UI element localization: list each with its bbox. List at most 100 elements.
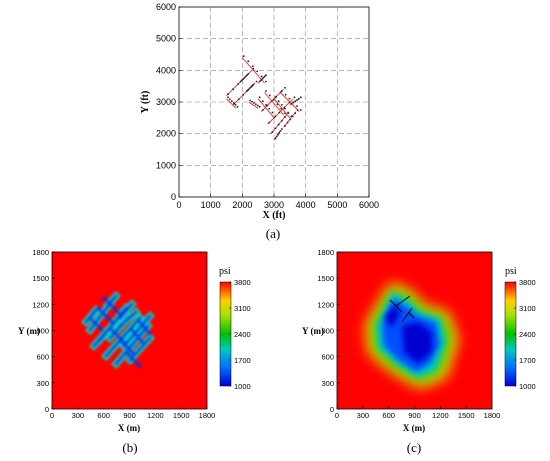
fracture-node xyxy=(278,111,281,114)
fracture-node xyxy=(274,127,277,130)
fracture-node xyxy=(253,102,255,104)
fracture-node xyxy=(247,60,250,63)
panel-b-x-tick-label: 1500 xyxy=(173,411,190,420)
fracture-node xyxy=(286,121,289,124)
panel-c-y-tick-label: 300 xyxy=(321,379,334,388)
panel-b-colorbar-tick-label: 3100 xyxy=(234,304,251,313)
panel-a-y-tick-label: 3000 xyxy=(156,97,176,107)
panel-c-y-tick-label: 1500 xyxy=(317,274,334,283)
panel-b-x-axis-label: X (m) xyxy=(118,423,140,433)
panel-a-plot-area xyxy=(178,6,370,198)
fracture-node xyxy=(248,87,251,90)
fracture-node xyxy=(251,65,254,68)
fracture-node xyxy=(265,90,267,92)
panel-a-y-tick-label: 1000 xyxy=(156,160,176,170)
panel-b-colorbar-ticks: 3800 3100 2400 1700 1000 xyxy=(229,278,251,391)
fracture-node xyxy=(242,55,245,58)
fracture-node xyxy=(290,102,293,105)
panel-c-x-tick-label: 1800 xyxy=(484,411,501,420)
fracture-node xyxy=(268,94,271,97)
fracture-node xyxy=(234,104,237,106)
panel-c-x-tick-label: 300 xyxy=(357,411,370,420)
fracture-node xyxy=(279,130,282,132)
fracture-segment xyxy=(241,57,265,84)
panel-a-x-tick-label: 6000 xyxy=(359,200,379,210)
fracture-node xyxy=(268,121,271,124)
fracture-node xyxy=(239,80,242,83)
panel-b-x-tick-label: 1800 xyxy=(199,411,216,420)
fracture-node xyxy=(255,80,258,83)
fracture-node xyxy=(287,112,290,115)
panel-c-x-tick-label: 900 xyxy=(408,411,421,420)
panel-c-y-tick-label: 0 xyxy=(330,405,334,414)
fracture-node xyxy=(251,85,253,87)
panel-a-y-tick-label: 5000 xyxy=(156,34,176,44)
panel-c-colorbar-unit: psi xyxy=(505,266,517,277)
fracture-segment xyxy=(264,92,284,115)
fracture-segment xyxy=(257,98,275,119)
fracture-node xyxy=(232,88,234,90)
fracture-node xyxy=(261,100,264,103)
fracture-node xyxy=(252,83,255,86)
fracture-node xyxy=(229,98,231,101)
fracture-node xyxy=(242,78,245,80)
fracture-node xyxy=(274,137,277,140)
panel-b-colorbar-tick-label: 1700 xyxy=(234,356,251,365)
fracture-segment xyxy=(226,98,237,109)
fracture-node xyxy=(277,133,279,136)
fracture-segment xyxy=(273,98,291,119)
fracture-node xyxy=(232,102,235,104)
panel-c-y-axis-label: Y (m) xyxy=(302,326,324,336)
panel-a-fractures xyxy=(226,55,302,141)
fracture-node xyxy=(271,111,274,114)
fracture-node xyxy=(293,96,296,99)
panel-a-y-tick-label: 4000 xyxy=(156,65,176,75)
fracture-node xyxy=(268,107,271,110)
fracture-node xyxy=(246,90,248,92)
panel-b-x-tick-label: 600 xyxy=(97,411,110,420)
fracture-node xyxy=(296,105,298,108)
fracture-node xyxy=(262,76,265,79)
panel-a-x-tick-label: 5000 xyxy=(327,200,347,210)
fracture-node xyxy=(258,96,261,99)
fracture-node xyxy=(258,105,261,108)
panel-c-y-tick-label: 900 xyxy=(321,327,334,336)
fracture-node xyxy=(291,115,294,118)
fracture-node xyxy=(241,79,243,82)
fracture-node xyxy=(284,86,286,89)
panel-a-x-tick-label: 2000 xyxy=(232,200,252,210)
panel-a-x-tick-label: 1000 xyxy=(201,200,221,210)
fracture-node xyxy=(277,123,280,126)
fracture-node xyxy=(284,93,287,96)
panel-b-x-tick-label: 900 xyxy=(123,411,136,420)
fracture-node xyxy=(249,86,252,89)
panel-b-colorbar-tick-label: 3800 xyxy=(234,278,251,287)
fracture-node xyxy=(292,101,295,104)
panel-c-x-axis-label: X (m) xyxy=(403,423,425,433)
fracture-node xyxy=(244,75,247,78)
fracture-node xyxy=(284,124,286,127)
fracture-node xyxy=(254,103,257,106)
fracture-node xyxy=(288,97,291,100)
fracture-node xyxy=(280,104,283,106)
fracture-node xyxy=(277,100,280,103)
panel-c-colorbar-tick-label: 1000 xyxy=(519,382,536,391)
fracture-node xyxy=(296,109,299,111)
fracture-node xyxy=(230,100,233,103)
panel-c-colorbar-tick-label: 1700 xyxy=(519,356,536,365)
fracture-segment xyxy=(280,92,300,112)
fracture-node xyxy=(265,104,267,106)
panel-b-caption: (b) xyxy=(122,440,137,455)
panel-b-colorbar-tick-label: 1000 xyxy=(234,382,251,391)
panel-a-y-axis-label: Y (ft) xyxy=(140,91,151,114)
panel-b-x-tick-label: 0 xyxy=(50,411,54,420)
fracture-node xyxy=(278,131,281,134)
fracture-node xyxy=(247,73,250,75)
panel-c-caption: (c) xyxy=(407,440,421,455)
fracture-segment xyxy=(261,89,284,112)
fracture-node xyxy=(227,93,229,96)
panel-a-x-tick-label: 0 xyxy=(176,200,181,210)
fracture-node xyxy=(271,131,274,134)
panel-b-ticks: 0 300 600 900 1200 1500 1800 0 300 600 900 1200 1500… xyxy=(32,248,215,420)
panel-b-y-tick-label: 300 xyxy=(36,379,49,388)
